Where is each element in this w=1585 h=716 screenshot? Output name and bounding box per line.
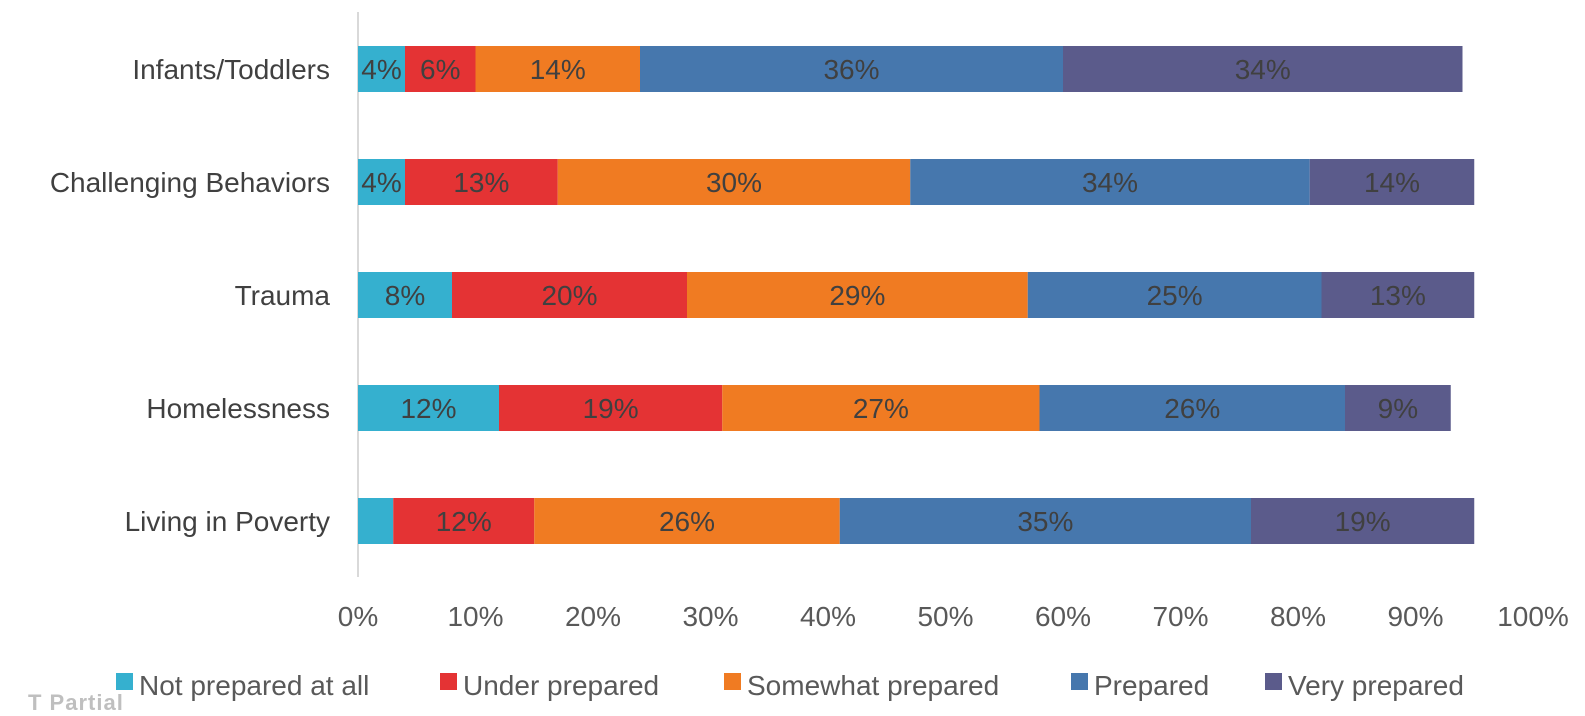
legend-label: Somewhat prepared: [747, 669, 1000, 701]
data-label: 35%: [1017, 506, 1073, 537]
legend-swatch: [1071, 673, 1088, 690]
x-tick-label: 10%: [447, 601, 503, 632]
legend-swatch: [724, 673, 741, 690]
bar-segment: [1063, 46, 1463, 92]
data-label: 34%: [1082, 167, 1138, 198]
data-label: 34%: [1235, 54, 1291, 85]
data-label: 14%: [1364, 167, 1420, 198]
legend-label: Under prepared: [463, 669, 660, 701]
bar-segment: [1039, 385, 1345, 431]
bar-segment: [358, 498, 394, 544]
bar-segment: [499, 385, 723, 431]
data-label: 4%: [361, 54, 401, 85]
bar-segment: [358, 46, 405, 92]
x-tick-label: 0%: [338, 601, 378, 632]
x-axis-tick-labels: 0% 10% 20% 30% 40% 50% 60% 70% 80% 90% 100%: [338, 601, 1569, 632]
data-label: 4%: [361, 167, 401, 198]
bar-segment: [534, 498, 840, 544]
data-label: 8%: [385, 280, 425, 311]
bar-segment: [1309, 159, 1475, 205]
bar-segment: [358, 272, 452, 318]
x-tick-label: 90%: [1387, 601, 1443, 632]
bar-segment: [475, 46, 640, 92]
legend-label: Very prepared: [1288, 669, 1464, 701]
data-label: 27%: [853, 393, 909, 424]
legend-swatch: [1265, 673, 1282, 690]
cutoff-text: T Partial: [28, 690, 124, 715]
data-label: 14%: [530, 54, 586, 85]
legend-label: Prepared: [1094, 669, 1210, 701]
data-label: 25%: [1147, 280, 1203, 311]
bar-segment: [1321, 272, 1475, 318]
bar-segment: [405, 46, 476, 92]
data-label: 19%: [1335, 506, 1391, 537]
legend-swatch: [440, 673, 457, 690]
data-label: 12%: [436, 506, 492, 537]
legend-swatch: [116, 673, 133, 690]
data-label: 20%: [541, 280, 597, 311]
bar-segment: [1027, 272, 1322, 318]
category-label: Infants/Toddlers: [132, 54, 330, 85]
bar-segment: [1251, 498, 1475, 544]
x-tick-label: 70%: [1152, 601, 1208, 632]
chart-legend: Not prepared at all Under prepared Somewha…: [0, 664, 1585, 707]
bar-segment: [393, 498, 535, 544]
x-tick-label: 80%: [1270, 601, 1326, 632]
category-label: Challenging Behaviors: [50, 167, 330, 198]
data-label: 26%: [1164, 393, 1220, 424]
legend-item: Somewhat prepared: [724, 664, 999, 707]
data-label: 26%: [659, 506, 715, 537]
category-label: Trauma: [235, 280, 331, 311]
data-label: 30%: [706, 167, 762, 198]
bar-segments: 4% 6% 14% 36% 34% 4% 13% 30% 34% 14% 8% 20% 29% 25% 13…: [358, 46, 1475, 544]
data-label: 6%: [420, 54, 460, 85]
data-label: 19%: [583, 393, 639, 424]
bar-segment: [557, 159, 911, 205]
category-label: Homelessness: [146, 393, 330, 424]
legend-item: Very prepared: [1265, 664, 1464, 707]
data-label: 13%: [1370, 280, 1426, 311]
bar-segment: [452, 272, 687, 318]
bar-segment: [1345, 385, 1451, 431]
bar-segment: [405, 159, 558, 205]
x-tick-label: 30%: [682, 601, 738, 632]
legend-label: Not prepared at all: [139, 669, 370, 701]
bar-segment: [839, 498, 1251, 544]
x-tick-label: 40%: [800, 601, 856, 632]
x-tick-label: 60%: [1035, 601, 1091, 632]
data-label: 36%: [823, 54, 879, 85]
legend-item: Under prepared: [440, 664, 659, 707]
data-label: 29%: [829, 280, 885, 311]
category-labels: Infants/Toddlers Challenging Behaviors Tra…: [50, 54, 331, 537]
bar-segment: [358, 385, 499, 431]
bar-segment: [640, 46, 1063, 92]
legend-item: Not prepared at all: [116, 664, 369, 707]
x-tick-label: 20%: [565, 601, 621, 632]
legend-item: Prepared: [1071, 664, 1209, 707]
data-label: 9%: [1378, 393, 1418, 424]
bar-segment: [358, 159, 405, 205]
data-label: 12%: [400, 393, 456, 424]
bar-segment: [687, 272, 1028, 318]
category-label: Living in Poverty: [125, 506, 330, 537]
data-label: 13%: [453, 167, 509, 198]
x-tick-label: 50%: [917, 601, 973, 632]
bar-segment: [910, 159, 1310, 205]
x-tick-label: 100%: [1497, 601, 1569, 632]
bar-segment: [722, 385, 1040, 431]
